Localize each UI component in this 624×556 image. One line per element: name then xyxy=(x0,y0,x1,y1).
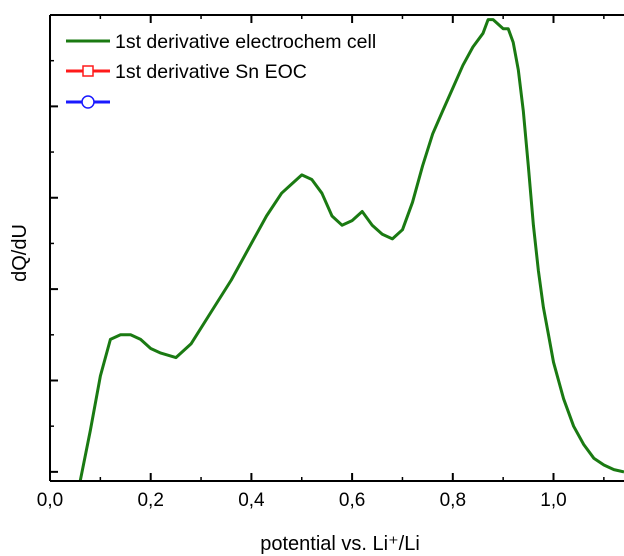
legend-marker-sb xyxy=(81,95,95,109)
series-line-0 xyxy=(78,18,624,481)
data-point-sn xyxy=(327,0,337,10)
data-point-sn xyxy=(357,0,367,10)
data-point-sn xyxy=(201,0,211,10)
x-tick-label: 0,2 xyxy=(137,490,163,511)
x-tick-label: 0,6 xyxy=(339,490,365,511)
x-axis-label: potential vs. Li⁺/Li xyxy=(260,533,420,555)
legend: 1st derivative electrochem cell 1st deri… xyxy=(66,31,376,109)
x-tick-label: 1,0 xyxy=(540,490,566,511)
data-point-sn xyxy=(448,0,458,10)
legend-entry-sn: 1st derivative Sn EOC xyxy=(66,61,307,83)
data-point-sn xyxy=(100,0,110,10)
data-point-sn xyxy=(518,0,528,10)
x-tick-label: 0,0 xyxy=(37,490,63,511)
plot-area xyxy=(60,0,624,481)
data-point-sn xyxy=(538,0,548,10)
legend-marker-sn xyxy=(82,65,94,77)
y-axis-label: dQ/dU xyxy=(9,224,31,282)
legend-entry-electrochem: 1st derivative electrochem cell xyxy=(66,31,376,53)
data-point-sn xyxy=(60,0,70,10)
data-point-sn xyxy=(564,0,574,10)
data-point-sn xyxy=(473,0,483,10)
legend-entry-sb xyxy=(66,95,110,109)
data-point-sn xyxy=(256,0,266,10)
x-tick-label: 0,8 xyxy=(440,490,466,511)
data-point-sn xyxy=(418,0,428,10)
legend-label-sn: 1st derivative Sn EOC xyxy=(115,61,307,83)
data-point-sn xyxy=(292,0,302,10)
x-tick-label: 0,4 xyxy=(238,490,265,511)
data-point-sn xyxy=(493,0,503,10)
legend-label-electrochem: 1st derivative electrochem cell xyxy=(115,31,376,53)
axes: 0,0 0,2 0,4 0,6 0,8 1,0 xyxy=(37,14,624,511)
data-point-sn xyxy=(387,0,397,10)
